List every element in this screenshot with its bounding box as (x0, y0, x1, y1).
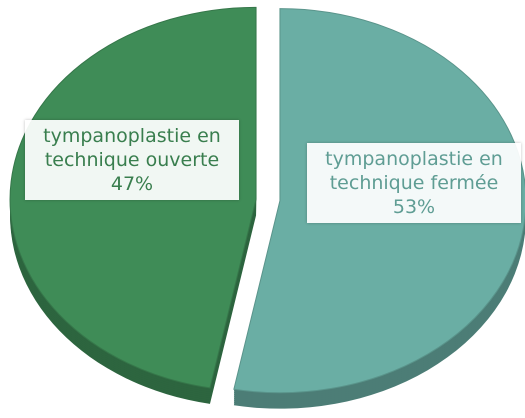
category-label: tympanoplastie en technique fermée (325, 148, 503, 194)
data-label: tympanoplastie en technique fermée 53% (307, 143, 521, 223)
data-label: tympanoplastie en technique ouverte 47% (25, 120, 239, 200)
value-label: 53% (392, 196, 436, 218)
value-label: 47% (110, 173, 154, 195)
category-label: tympanoplastie en technique ouverte (43, 125, 221, 171)
